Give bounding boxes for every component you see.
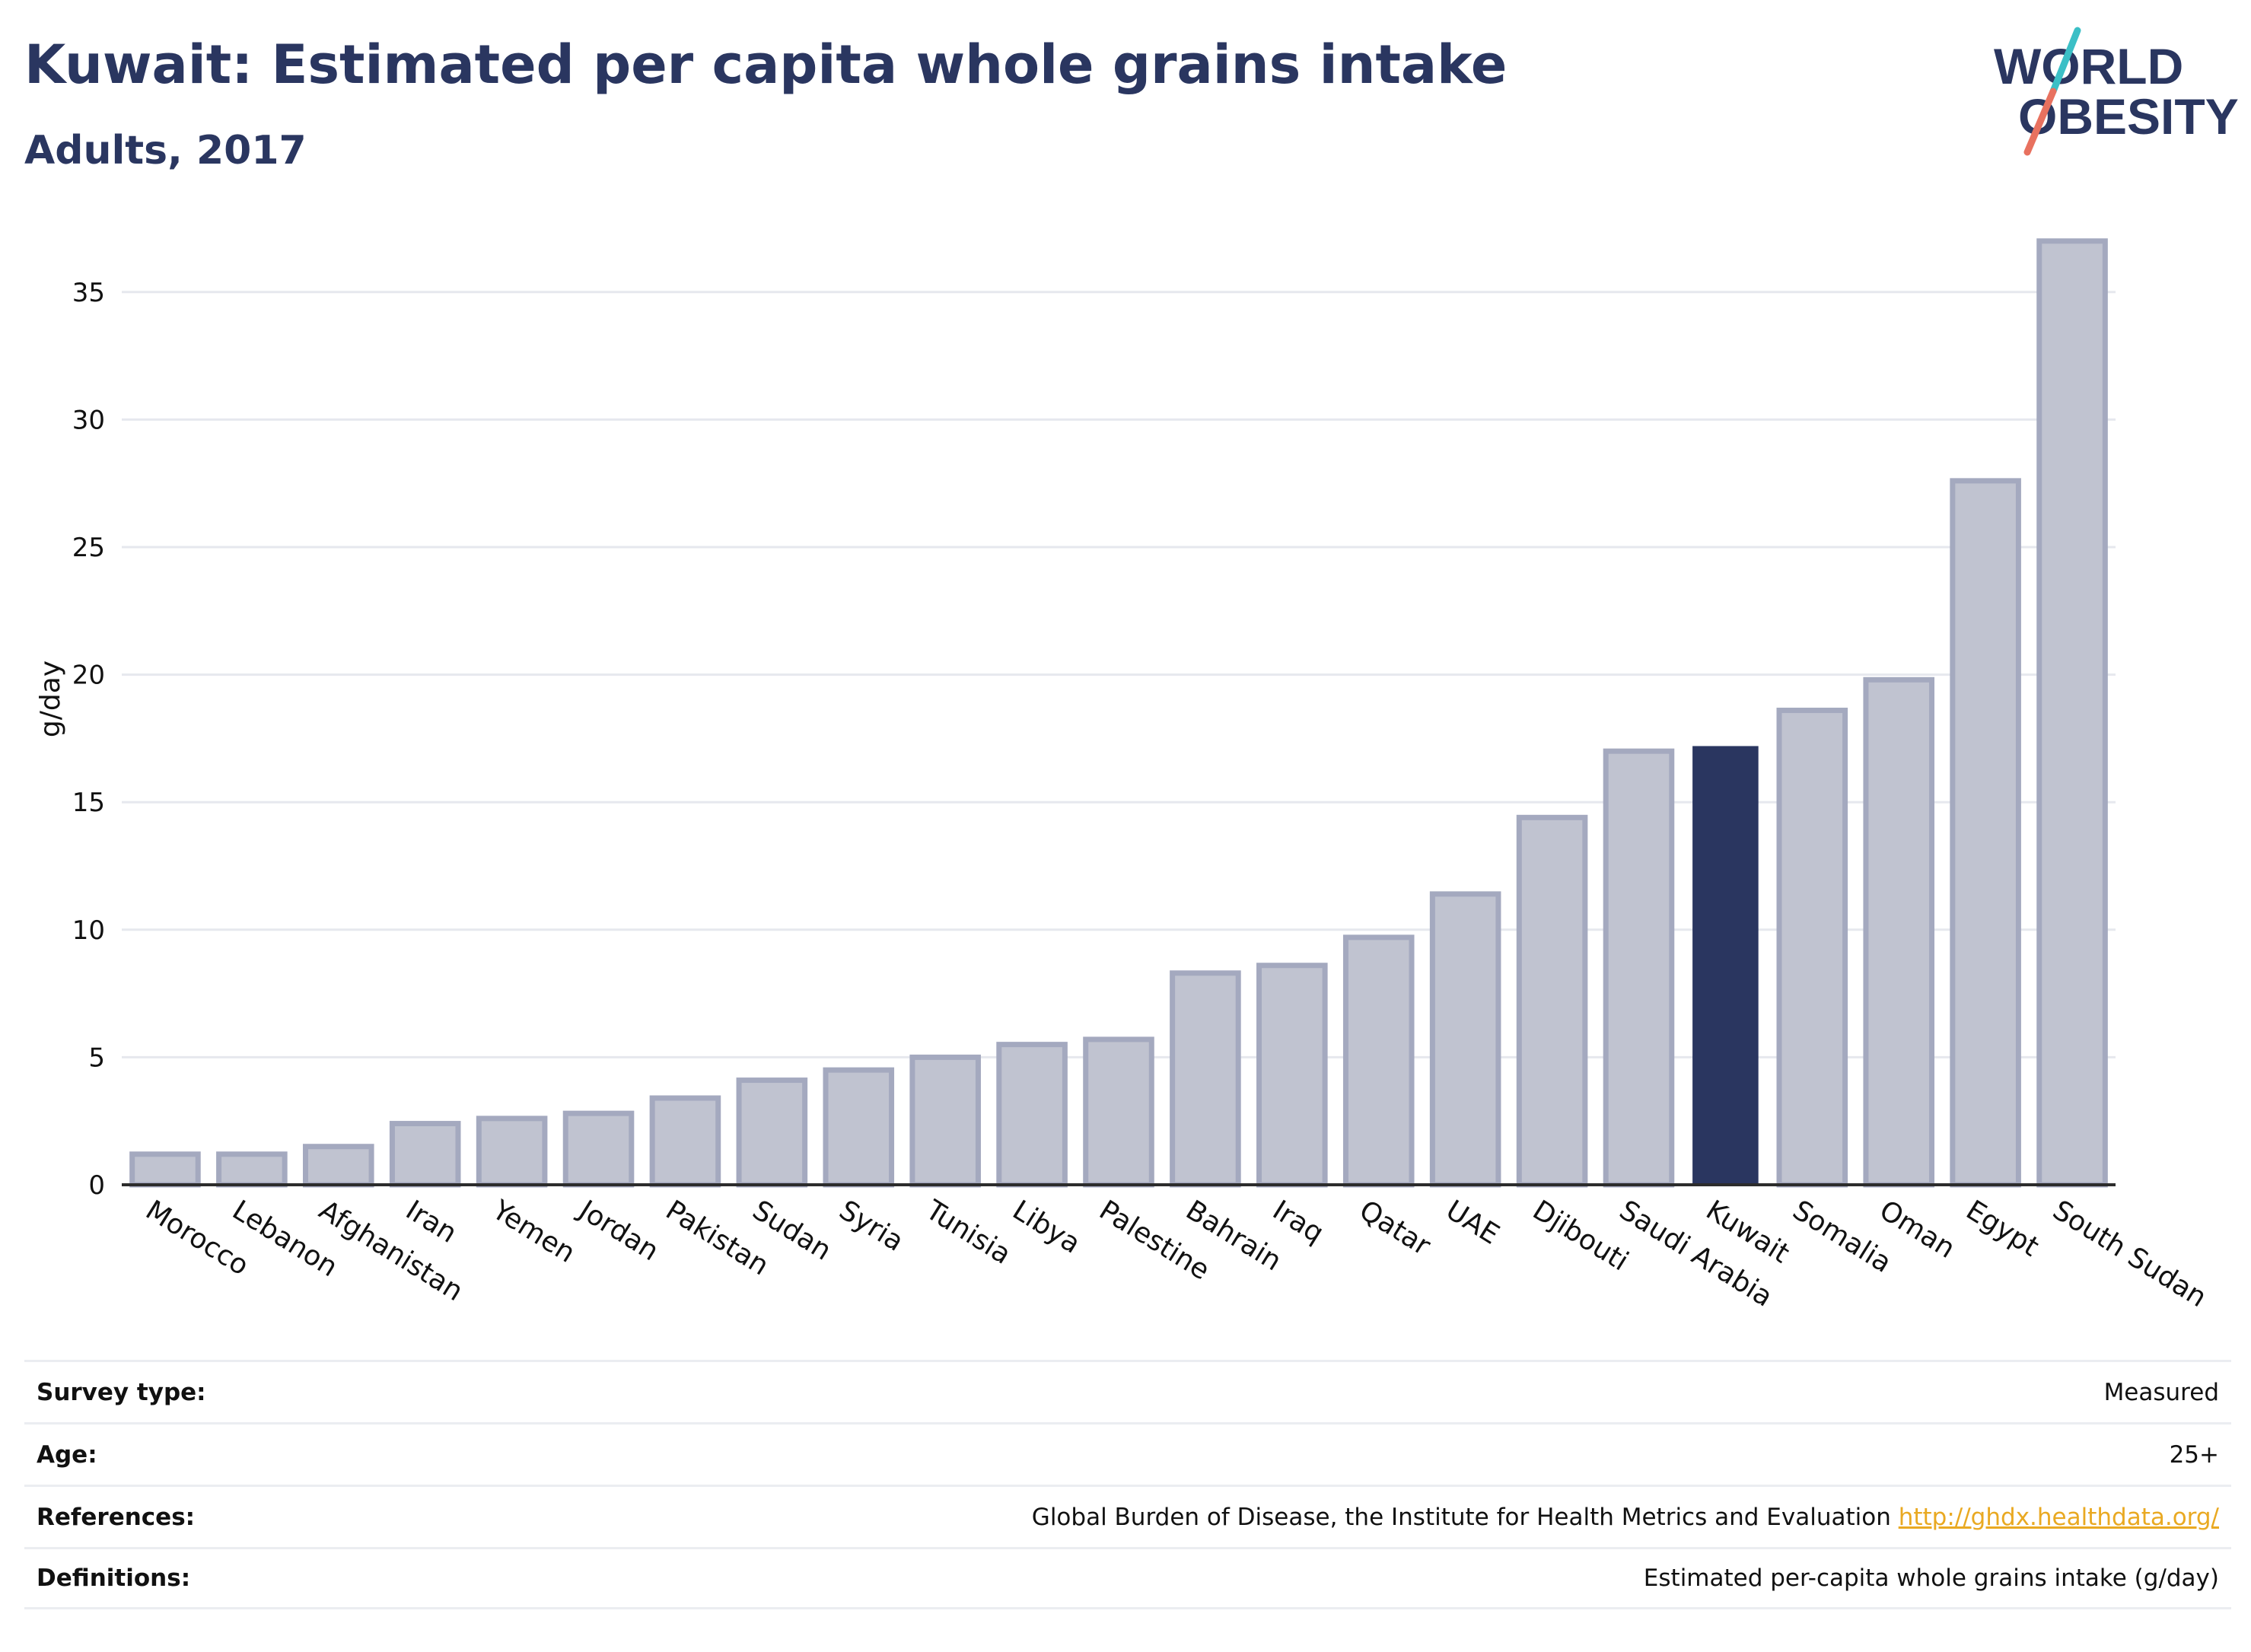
references-label: References: [37, 1503, 196, 1531]
logo-line-1: WORLD [1994, 38, 2183, 94]
bar-djibouti [1516, 814, 1588, 1188]
bar-jordan [562, 1110, 635, 1188]
bar-saudi-arabia [1603, 748, 1675, 1188]
age-label: Age: [37, 1440, 97, 1469]
references-text: Global Burden of Disease, the Institute … [1031, 1503, 1891, 1531]
age-value: 25+ [2169, 1440, 2219, 1469]
info-table: Survey type: Measured Age: 25+ Reference… [24, 1360, 2231, 1609]
references-link[interactable]: http://ghdx.healthdata.org/ [1898, 1503, 2219, 1531]
x-tick-label: Syria [833, 1195, 909, 1258]
bar-yemen [476, 1116, 548, 1188]
bar-lebanon [216, 1151, 288, 1188]
x-tick-label: Qatar [1354, 1195, 1436, 1262]
info-row-references: References: Global Burden of Disease, th… [24, 1485, 2231, 1547]
bar-tunisia [909, 1054, 981, 1188]
bar-qatar [1342, 934, 1415, 1188]
bar-iran [389, 1121, 461, 1188]
y-axis-label: g/day [35, 660, 66, 737]
x-tick-label: Tunisia [920, 1194, 1017, 1270]
bar-uae [1429, 891, 1501, 1188]
survey-type-label: Survey type: [37, 1378, 206, 1406]
x-tick-label: Libya [1007, 1195, 1085, 1260]
bar-kuwait [1692, 746, 1759, 1185]
x-tick-label: Jordan [572, 1194, 664, 1268]
y-tick-label: 15 [72, 788, 105, 818]
bar-bahrain [1170, 970, 1241, 1188]
x-tick-label: Djibouti [1527, 1195, 1634, 1278]
y-tick-label: 30 [72, 405, 105, 435]
y-tick-label: 20 [72, 660, 105, 691]
y-tick-label: 5 [88, 1042, 105, 1073]
world-obesity-logo: WORLD OBESITY [1994, 27, 2239, 156]
x-tick-label: Egypt [1960, 1195, 2044, 1263]
logo-slash-bottom [2023, 88, 2057, 156]
info-row-definitions: Definitions: Estimated per-capita whole … [24, 1547, 2231, 1609]
definitions-value: Estimated per-capita whole grains intake… [1643, 1564, 2219, 1592]
bar-south-sudan [2036, 238, 2108, 1188]
bar-afghanistan [302, 1144, 374, 1188]
references-value: Global Burden of Disease, the Institute … [1032, 1504, 2219, 1531]
y-tick-label: 10 [72, 915, 105, 946]
x-tick-label: UAE [1441, 1195, 1504, 1251]
bar-pakistan [649, 1095, 721, 1188]
y-tick-label: 35 [72, 278, 105, 308]
bar-libya [996, 1042, 1068, 1188]
y-tick-label: 0 [88, 1170, 105, 1201]
chart-title: Kuwait: Estimated per capita whole grain… [24, 33, 1508, 96]
survey-type-value: Measured [2103, 1378, 2219, 1406]
x-tick-label: Iran [400, 1195, 462, 1249]
bar-chart: 05101520253035g/dayMoroccoLebanonAfghani… [35, 238, 2212, 1313]
y-tick-label: 25 [72, 533, 105, 563]
bar-somalia [1776, 708, 1848, 1188]
bar-iraq [1256, 963, 1328, 1188]
bar-morocco [129, 1151, 201, 1188]
x-tick-label: Yemen [486, 1194, 581, 1269]
x-tick-label: Iraq [1267, 1195, 1329, 1249]
chart-subtitle: Adults, 2017 [24, 128, 307, 173]
bar-syria [823, 1067, 895, 1188]
bar-oman [1863, 676, 1935, 1188]
x-tick-label: South Sudan [2047, 1195, 2211, 1313]
logo-slash-top [2049, 27, 2081, 95]
logo-line-2: OBESITY [2018, 88, 2239, 145]
info-row-survey-type: Survey type: Measured [24, 1360, 2231, 1422]
definitions-label: Definitions: [37, 1564, 191, 1592]
x-tick-label: Somalia [1788, 1195, 1897, 1279]
info-row-age: Age: 25+ [24, 1422, 2231, 1485]
bar-sudan [736, 1077, 808, 1188]
bar-palestine [1083, 1036, 1154, 1188]
bar-egypt [1950, 478, 2021, 1188]
